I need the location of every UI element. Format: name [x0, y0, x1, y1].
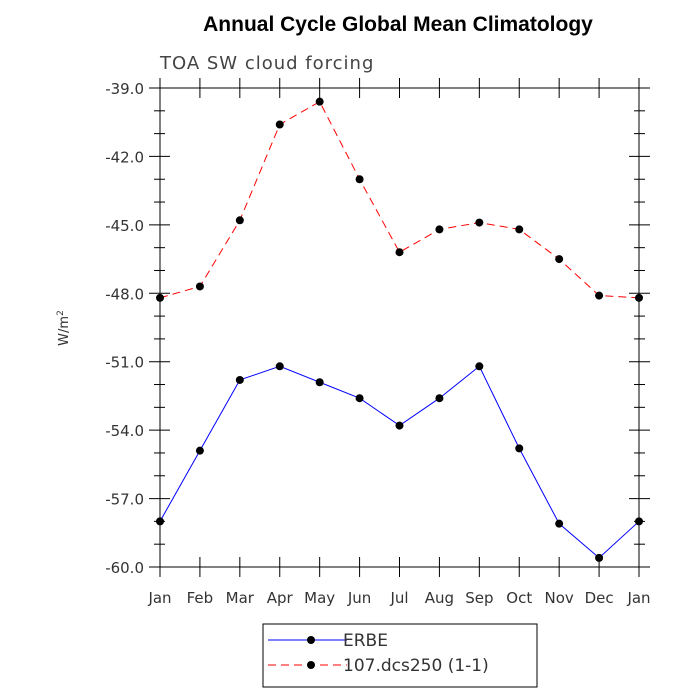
legend-marker-erbe — [307, 636, 315, 644]
plot-frame — [159, 87, 640, 568]
data-point — [555, 519, 564, 528]
data-point — [595, 291, 604, 300]
data-point — [235, 375, 244, 384]
data-point — [435, 394, 444, 403]
data-point — [475, 218, 484, 227]
legend-label-erbe: ERBE — [343, 631, 388, 651]
legend-box — [262, 623, 538, 688]
data-point — [395, 248, 404, 257]
y-tick-label: -48.0 — [105, 285, 144, 303]
data-point — [515, 444, 524, 453]
series-line-0 — [159, 365, 640, 559]
x-tick-label: Mar — [226, 589, 255, 607]
data-point — [156, 517, 164, 526]
x-tick-label: Oct — [506, 589, 532, 607]
chart-subtitle: TOA SW cloud forcing — [159, 53, 374, 74]
data-point — [555, 255, 564, 264]
legend-label-model: 107.dcs250 (1-1) — [343, 656, 489, 676]
data-point — [195, 446, 204, 455]
y-tick-labels: -39.0 -42.0 -45.0 -48.0 -51.0 -54.0 -57.0 -60.0 — [105, 80, 144, 577]
data-point — [395, 421, 404, 430]
x-tick-label: Dec — [585, 589, 614, 607]
data-point — [355, 394, 364, 403]
y-tick-label: -60.0 — [105, 559, 144, 577]
y-axis-label-superscript: 2 — [56, 310, 66, 316]
x-tick-label: May — [304, 589, 335, 607]
chart-title: Annual Cycle Global Mean Climatology — [203, 13, 593, 36]
axis-ticks — [149, 78, 650, 577]
data-point — [235, 216, 244, 225]
x-tick-label: Nov — [545, 589, 574, 607]
x-tick-label: Apr — [267, 589, 294, 607]
data-point — [275, 120, 284, 129]
legend-marker-model — [307, 661, 315, 669]
data-point — [595, 553, 604, 562]
data-point — [355, 175, 364, 184]
data-point — [315, 378, 324, 387]
x-tick-label: Feb — [187, 589, 214, 607]
data-point — [275, 362, 284, 371]
series-group — [156, 97, 643, 562]
x-tick-label: Aug — [425, 589, 454, 607]
x-tick-label: Jan — [626, 589, 650, 607]
data-point — [195, 282, 204, 291]
y-axis-label: W/m2 — [56, 310, 72, 346]
x-tick-label: Sep — [465, 589, 493, 607]
data-point — [635, 517, 643, 526]
x-tick-label: Jun — [347, 589, 371, 607]
series-line-1 — [159, 100, 640, 299]
y-tick-label: -54.0 — [105, 422, 144, 440]
x-tick-label: Jul — [389, 589, 408, 607]
y-tick-label: -39.0 — [105, 80, 144, 98]
legend: ERBE 107.dcs250 (1-1) — [262, 623, 538, 688]
data-point — [156, 293, 164, 302]
data-point — [515, 225, 524, 234]
y-tick-label: -45.0 — [105, 217, 144, 235]
data-point — [635, 293, 643, 302]
x-tick-labels: Jan Feb Mar Apr May Jun Jul Aug Sep Oct Nov Dec Jan — [147, 589, 650, 607]
data-point — [435, 225, 444, 234]
data-point — [475, 362, 484, 371]
data-point — [315, 97, 324, 106]
y-tick-label: -42.0 — [105, 148, 144, 166]
y-tick-label: -51.0 — [105, 354, 144, 372]
y-axis-label-text: W/m — [57, 316, 72, 346]
y-tick-label: -57.0 — [105, 491, 144, 509]
x-tick-label: Jan — [147, 589, 171, 607]
